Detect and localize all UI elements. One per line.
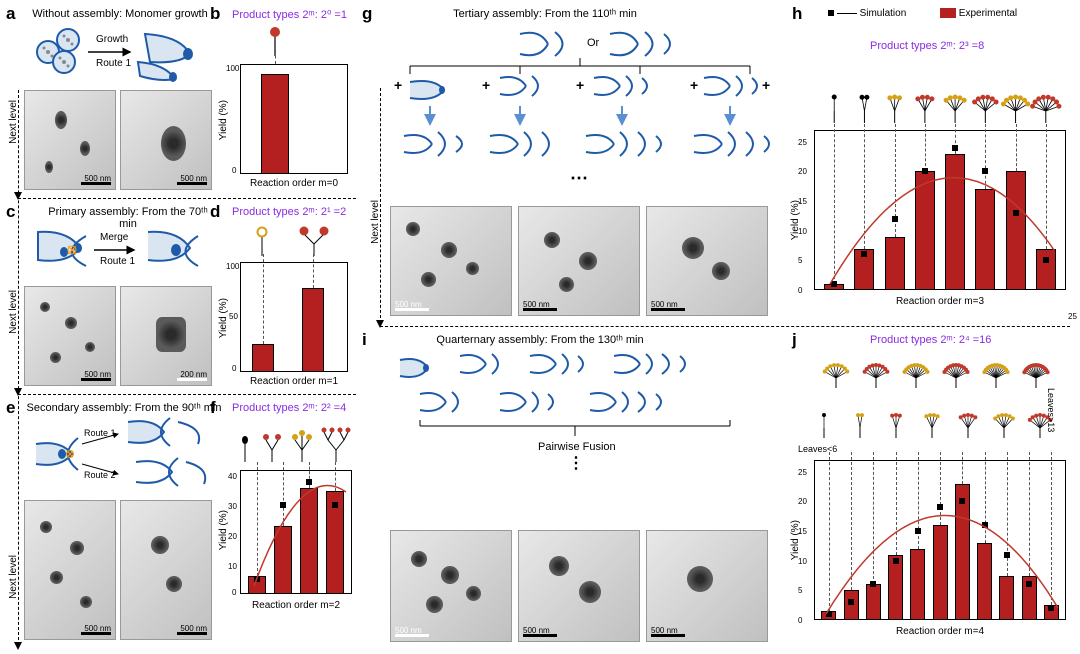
product-types-d: Product types 2ᵐ: 2¹ =2 <box>232 206 346 218</box>
divider-h2 <box>18 394 356 395</box>
divider-mid-v <box>380 88 381 323</box>
xlabel-j: Reaction order m=4 <box>814 626 1066 637</box>
svg-text:+: + <box>482 77 490 93</box>
panel-label-b: b <box>210 4 220 24</box>
tree-glyphs-h <box>800 58 1068 128</box>
microscopy-i3: 500 nm <box>646 530 768 642</box>
or-text: Or <box>587 37 600 49</box>
microscopy-c2: 200 nm <box>120 286 212 386</box>
product-types-h: Product types 2ᵐ: 2³ =8 <box>870 40 984 52</box>
schematic-e: Route 1 Route 2 <box>26 418 216 493</box>
microscopy-c1: 500 nm <box>24 286 116 386</box>
xlabel-h: Reaction order m=3 <box>814 296 1066 307</box>
microscopy-i2: 500 nm <box>518 530 640 642</box>
bar-d-0 <box>252 344 274 372</box>
ylabel-d: Yield (%) <box>218 298 229 338</box>
schematic-c: Merge Route 1 <box>28 222 208 282</box>
title-a: Without assembly: Monomer growth <box>30 8 210 20</box>
microscopy-a1: 500 nm <box>24 90 116 190</box>
xlabel-b: Reaction order m=0 <box>238 178 350 189</box>
panel-label-j: j <box>792 330 797 350</box>
ylabel-f: Yield (%) <box>218 510 229 550</box>
xlabel-f: Reaction order m=2 <box>238 600 354 611</box>
legend-sim: Simulation <box>828 8 906 19</box>
microscopy-a2: 500 nm <box>120 90 212 190</box>
svg-text:Route 1: Route 1 <box>100 256 135 267</box>
microscopy-e1: 500 nm <box>24 500 116 640</box>
legend-exp: Experimental <box>940 8 1017 19</box>
svg-text:+: + <box>690 77 698 93</box>
curve-j <box>814 460 1066 620</box>
title-i: Quarternary assembly: From the 130ᵗʰ min <box>410 334 670 346</box>
microscopy-g3: 500 nm <box>646 206 768 316</box>
divider-h1 <box>18 198 356 199</box>
microscopy-g2: 500 nm <box>518 206 640 316</box>
curve-h <box>814 130 1066 290</box>
leaves-gt13: Leaves>13 <box>1046 388 1056 432</box>
xlabel-d: Reaction order m=1 <box>238 376 350 387</box>
product-types-j: Product types 2ᵐ: 2⁴ =16 <box>870 334 991 346</box>
schematic-a: Growth Route 1 <box>30 24 200 84</box>
tree-glyphs-j <box>806 352 1074 452</box>
ylabel-b: Yield (%) <box>218 100 229 140</box>
panel-label-c: c <box>6 202 15 222</box>
svg-text:+: + <box>762 77 770 93</box>
panel-label-e: e <box>6 398 15 418</box>
svg-text:⋮: ⋮ <box>568 455 584 472</box>
panel-label-h: h <box>792 4 802 24</box>
panel-label-a: a <box>6 4 15 24</box>
ylabel-j: Yield (%) <box>790 520 801 560</box>
svg-text:Growth: Growth <box>96 34 128 45</box>
product-types-b: Product types 2ᵐ: 2⁰ =1 <box>232 8 347 21</box>
microscopy-g1: 500 nm <box>390 206 512 316</box>
divider-h3 <box>380 326 1070 327</box>
bar-b-0 <box>261 74 289 174</box>
chart-b <box>240 64 348 174</box>
svg-text:Merge: Merge <box>100 232 129 243</box>
svg-text:+: + <box>576 77 584 93</box>
product-types-f: Product types 2ᵐ: 2² =4 <box>232 402 346 414</box>
panel-label-i: i <box>362 330 367 350</box>
microscopy-e2: 500 nm <box>120 500 212 640</box>
title-g: Tertiary assembly: From the 110ᵗʰ min <box>420 8 670 20</box>
divider-left-v <box>18 90 19 645</box>
svg-text:⋯: ⋯ <box>570 168 588 188</box>
schematic-g: Or + + + + + ⋯ <box>390 24 770 199</box>
svg-text:+: + <box>394 77 402 93</box>
title-e: Secondary assembly: From the 90ᵗʰ min <box>24 402 224 414</box>
leaves-lt6: Leaves<6 <box>798 444 837 454</box>
svg-text:Route 1: Route 1 <box>96 58 131 69</box>
schematic-i: Pairwise Fusion ⋮ <box>390 350 770 470</box>
bar-d-1 <box>302 288 324 372</box>
tree-glyphs-d <box>240 222 350 260</box>
tree-glyphs-f <box>232 418 356 466</box>
panel-label-g: g <box>362 4 372 24</box>
curve-f <box>240 470 352 594</box>
microscopy-i1: 500 nm <box>390 530 512 642</box>
svg-text:Pairwise Fusion: Pairwise Fusion <box>538 441 616 453</box>
arrow-down-3 <box>14 642 22 650</box>
